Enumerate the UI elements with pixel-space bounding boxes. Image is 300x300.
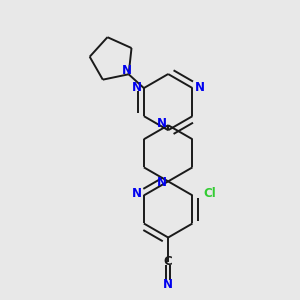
- Text: N: N: [195, 81, 205, 94]
- Text: C: C: [164, 255, 172, 268]
- Text: Cl: Cl: [203, 187, 216, 200]
- Text: N: N: [157, 117, 166, 130]
- Text: N: N: [122, 64, 132, 77]
- Text: N: N: [132, 81, 142, 94]
- Text: N: N: [157, 176, 166, 189]
- Text: N: N: [132, 187, 142, 200]
- Text: N: N: [163, 278, 173, 291]
